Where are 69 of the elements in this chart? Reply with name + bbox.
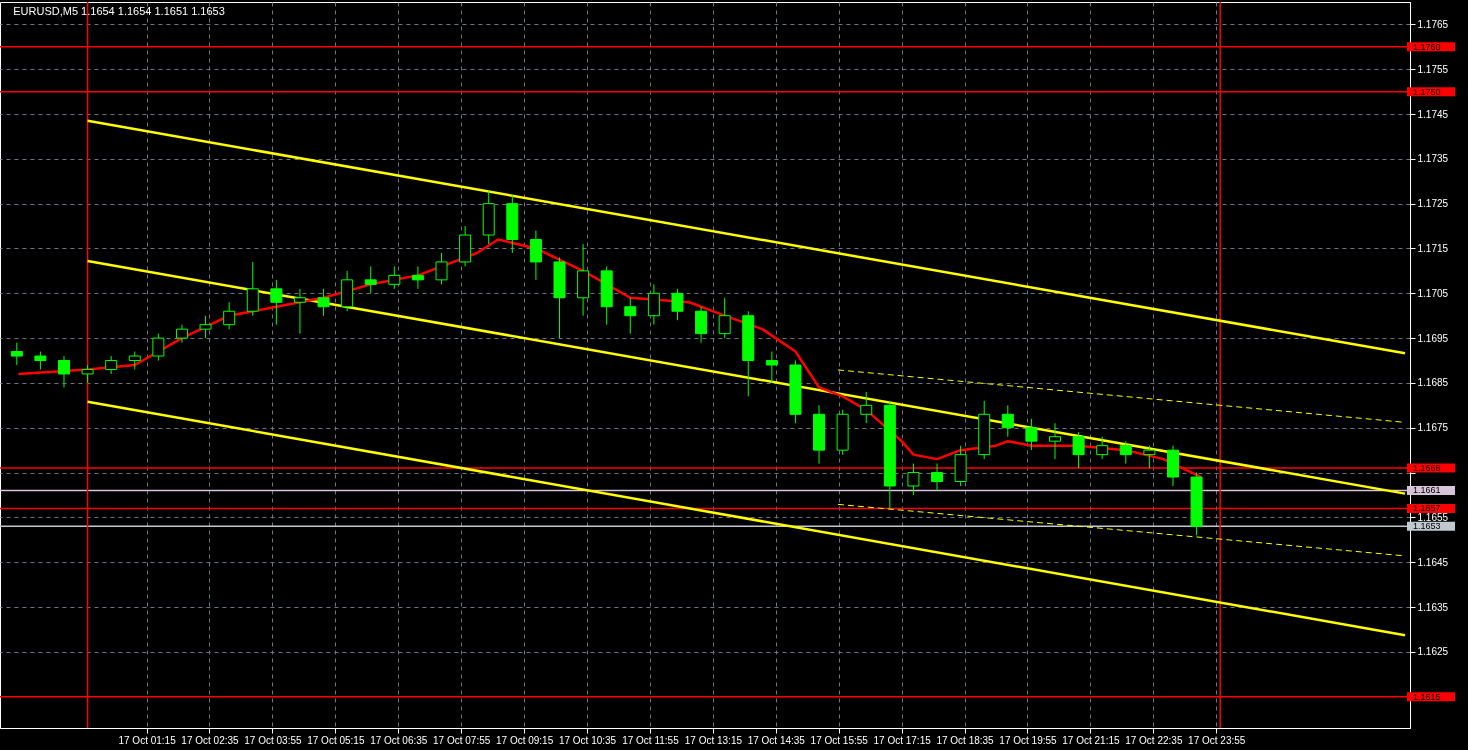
ref-line-label: 1.1653	[1413, 521, 1441, 532]
candlestick	[1096, 436, 1109, 460]
y-tick-label: 1.1725	[1417, 198, 1449, 210]
x-tick-label: 17 Oct 15:55	[810, 734, 869, 746]
x-tick-label: 17 Oct 05:15	[307, 734, 365, 746]
x-tick-label: 17 Oct 11:55	[622, 734, 680, 746]
y-tick-label: 1.1715	[1417, 242, 1449, 254]
ref-line-label: 1.1661	[1413, 485, 1441, 496]
x-tick-label: 17 Oct 02:35	[181, 734, 240, 746]
candlestick	[152, 333, 165, 362]
y-tick-label: 1.1705	[1417, 287, 1449, 299]
candlestick	[1025, 418, 1038, 451]
x-tick-label: 17 Oct 06:35	[370, 734, 428, 746]
candlestick	[671, 288, 684, 321]
x-tick-label: 17 Oct 14:35	[747, 734, 806, 746]
candlestick	[529, 230, 542, 281]
candlestick	[907, 463, 920, 496]
candlestick	[293, 288, 306, 335]
x-tick-label: 17 Oct 03:55	[244, 734, 302, 746]
x-tick-label: 17 Oct 07:55	[433, 734, 491, 746]
x-tick-label: 17 Oct 22:35	[1125, 734, 1183, 746]
candlestick	[1143, 445, 1156, 469]
candlestick	[931, 463, 944, 491]
candlestick	[270, 279, 283, 326]
y-tick-label: 1.1695	[1417, 332, 1449, 344]
x-tick-label: 17 Oct 01:15	[118, 734, 177, 746]
candlestick	[718, 297, 731, 339]
candlestick	[695, 306, 708, 344]
y-tick-label: 1.1635	[1417, 601, 1449, 613]
candlestick	[199, 315, 212, 339]
y-tick-label: 1.1765	[1417, 18, 1449, 30]
y-tick-label: 1.1755	[1417, 63, 1449, 75]
candlestick	[624, 297, 637, 335]
y-tick-label: 1.1645	[1417, 556, 1449, 568]
candlestick	[647, 283, 660, 326]
x-tick-label: 17 Oct 19:55	[999, 734, 1058, 746]
candlestick	[411, 265, 424, 290]
candlestick	[1119, 440, 1132, 465]
candlestick	[1049, 422, 1061, 460]
candlestick	[765, 351, 778, 384]
y-tick-label: 1.1655	[1417, 511, 1449, 523]
y-tick-label: 1.1625	[1417, 646, 1449, 658]
candlestick	[246, 261, 259, 317]
x-tick-label: 17 Oct 10:35	[558, 734, 617, 746]
candlestick	[223, 301, 236, 330]
candlestick	[57, 355, 70, 388]
candlestick	[388, 265, 401, 290]
candlestick	[1072, 431, 1085, 469]
candlestick	[1001, 404, 1014, 438]
candlestick	[10, 342, 23, 366]
candlestick	[435, 252, 448, 285]
ref-line-label: 1.1666	[1413, 463, 1441, 474]
ref-line-label: 1.1657	[1413, 503, 1441, 514]
candlestick	[860, 391, 873, 424]
candlestick	[317, 288, 330, 317]
x-tick-label: 17 Oct 13:15	[684, 734, 743, 746]
x-tick-label: 17 Oct 18:35	[936, 734, 995, 746]
y-tick-label: 1.1685	[1417, 377, 1449, 389]
x-tick-label: 17 Oct 09:15	[495, 734, 554, 746]
ref-line-label: 1.1760	[1413, 41, 1441, 52]
y-tick-label: 1.1745	[1417, 108, 1449, 120]
y-tick-label: 1.1735	[1417, 153, 1449, 165]
x-tick-label: 17 Oct 17:15	[873, 734, 932, 746]
y-tick-label: 1.1675	[1417, 422, 1449, 434]
x-tick-label: 17 Oct 21:15	[1062, 734, 1120, 746]
candlestick	[364, 265, 377, 294]
x-tick-label: 17 Oct 23:55	[1188, 734, 1246, 746]
ref-line-label: 1.1750	[1413, 86, 1441, 97]
ref-line-label: 1.1615	[1413, 691, 1441, 702]
